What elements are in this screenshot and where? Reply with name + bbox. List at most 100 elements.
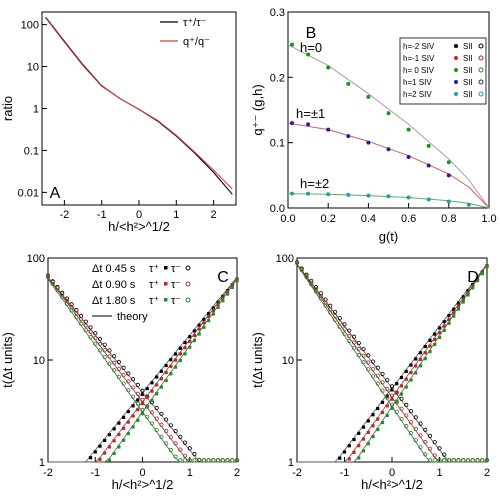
data-point [313, 289, 319, 294]
data-point [211, 308, 215, 313]
data-point [432, 458, 437, 463]
data-point [389, 384, 395, 389]
data-point [188, 335, 192, 339]
data-point [64, 301, 70, 306]
legend-entry: h=1 SIV [403, 78, 432, 87]
data-point [55, 286, 60, 291]
data-point [404, 377, 408, 381]
data-point [112, 439, 116, 443]
panel-a: -2 -1 0 1 2 0.01 0.1 1 10 100 τ⁺/τ⁻ q⁺/q⁻ Ah/<h²>^1/… [0, 11, 237, 234]
data-point [385, 404, 389, 408]
data-point [126, 379, 131, 384]
data-point [178, 447, 183, 452]
data-point [235, 279, 239, 283]
data-point [394, 409, 399, 414]
theory-line [296, 264, 487, 463]
data-point [140, 408, 145, 413]
y-tick-label: 0.2 [270, 72, 285, 84]
data-point [117, 421, 121, 425]
data-point [385, 395, 390, 400]
data-point [376, 406, 380, 411]
data-point [88, 325, 93, 330]
data-point [437, 458, 442, 463]
data-point [88, 456, 93, 460]
data-point [389, 402, 395, 407]
data-point [461, 295, 465, 299]
data-point [220, 458, 225, 463]
data-point [98, 457, 102, 461]
data-point [164, 417, 169, 422]
data-point [136, 418, 140, 422]
x-tick-label: -2 [59, 209, 69, 221]
legend-marker [454, 68, 458, 72]
series-line-1 [45, 17, 233, 190]
data-point [427, 433, 433, 439]
x-tick-label: 1 [187, 467, 193, 479]
y-tick-label: 100 [276, 253, 294, 265]
x-axis-label: h/<h²>^1/2 [108, 219, 170, 234]
data-point [446, 160, 451, 165]
data-point [332, 309, 338, 315]
y-tick-label: 100 [27, 253, 45, 265]
legend-marker [478, 79, 484, 85]
data-point [347, 338, 352, 344]
data-point [370, 374, 376, 379]
data-point [135, 382, 140, 388]
data-point [221, 299, 225, 303]
data-point [442, 328, 446, 332]
data-point [83, 328, 88, 333]
x-tick-label: -1 [340, 467, 350, 479]
data-point [168, 423, 173, 428]
theory-line [297, 263, 488, 463]
data-point [466, 202, 471, 207]
legend-h: h=2 [403, 90, 419, 99]
y-tick-label: 0.01 [18, 187, 39, 199]
data-point [366, 94, 371, 99]
data-point [366, 360, 371, 365]
data-point [357, 431, 361, 435]
data-point [413, 415, 418, 420]
data-point [64, 296, 70, 301]
data-point [216, 458, 221, 463]
data-point [192, 333, 197, 337]
data-point [168, 447, 173, 453]
data-point [471, 286, 475, 290]
data-point [380, 388, 385, 393]
data-point [433, 342, 437, 347]
data-point [60, 295, 65, 300]
data-point [50, 281, 55, 286]
legend-minus: τ⁻ [171, 295, 181, 307]
panel-label: B [306, 25, 317, 42]
data-point [408, 431, 414, 436]
data-point [140, 388, 145, 393]
x-tick-label: 0.4 [361, 213, 376, 225]
legend-marker [478, 91, 484, 97]
data-point [50, 280, 55, 285]
data-point [225, 292, 230, 296]
data-point [102, 354, 107, 360]
data-point [140, 397, 145, 403]
data-point [361, 437, 366, 441]
data-point [423, 357, 427, 361]
data-point [447, 317, 451, 322]
data-point [361, 360, 366, 365]
y-tick-label: 0.1 [270, 138, 285, 150]
x-tick-label: 1 [173, 209, 179, 221]
data-point [169, 372, 173, 376]
data-point [306, 52, 311, 57]
data-point [461, 297, 465, 302]
x-axis-label: h/<h²>^1/2 [112, 477, 174, 492]
legend-plus: τ⁺ [149, 295, 159, 307]
data-point [432, 453, 437, 458]
data-point [446, 173, 451, 178]
data-point [140, 412, 145, 416]
data-point [399, 396, 404, 401]
data-point [93, 335, 98, 341]
data-point [389, 393, 395, 398]
data-point [116, 374, 121, 380]
data-point [426, 163, 431, 168]
data-point [406, 127, 411, 132]
data-point [135, 401, 140, 406]
legend-marker [185, 281, 191, 287]
